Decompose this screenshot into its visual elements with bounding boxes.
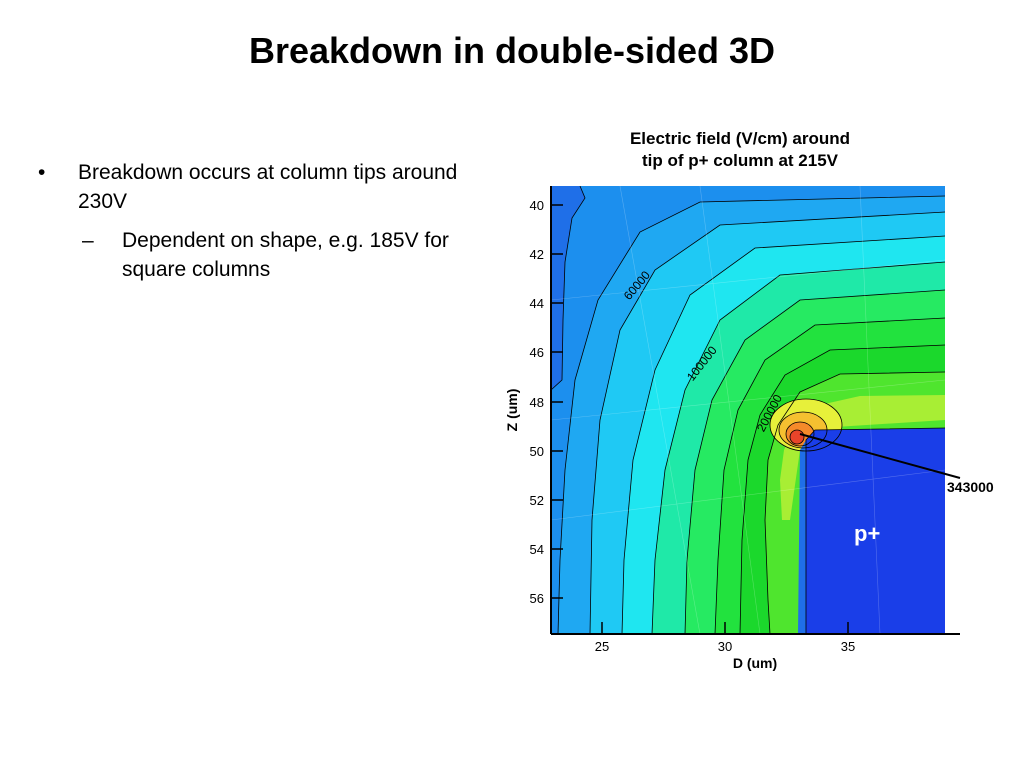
x-tick-label: 35 — [841, 639, 855, 654]
x-ticks — [601, 622, 849, 634]
figure-title: Electric field (V/cm) around tip of p+ c… — [580, 128, 900, 172]
axes — [550, 186, 960, 635]
bullet-marker: • — [38, 161, 46, 184]
p-plus-label: p+ — [854, 521, 880, 546]
y-tick-label: 54 — [530, 542, 544, 557]
y-tick-label: 40 — [530, 198, 544, 213]
p-plus-edge — [798, 440, 806, 634]
contour-line — [621, 235, 945, 634]
contour-line — [651, 261, 945, 634]
contour-line — [557, 195, 945, 634]
y-tick-label: 50 — [530, 444, 544, 459]
bullet-list: • Breakdown occurs at column tips around… — [38, 158, 488, 284]
sub-bullet-marker: – — [82, 229, 94, 252]
contour-line — [785, 421, 815, 447]
y-ticks — [551, 204, 563, 599]
contour-line — [714, 317, 945, 634]
contour-line — [789, 429, 805, 445]
bullet-text: Breakdown occurs at column tips around 2… — [78, 161, 458, 213]
p-plus-region — [806, 428, 945, 634]
figure-title-line1: Electric field (V/cm) around — [629, 129, 851, 148]
peak-value-label: 343000 — [947, 479, 994, 495]
x-tick-label: 25 — [595, 639, 609, 654]
peak-callout-line — [799, 433, 961, 479]
contour-line — [551, 186, 586, 391]
figure-title-line2: tip of p+ column at 215V — [641, 151, 838, 170]
mesh-lines — [551, 186, 945, 634]
contour-line — [739, 344, 945, 634]
y-tick-label: 52 — [530, 493, 544, 508]
y-tick-label: 44 — [530, 296, 544, 311]
y-tick-label: 48 — [530, 395, 544, 410]
sub-bullet-text: Dependent on shape, e.g. 185V for square… — [122, 229, 449, 281]
y-tick-label: 42 — [530, 247, 544, 262]
y-axis-label: Z (um) — [504, 389, 520, 432]
y-tick-label: 56 — [530, 591, 544, 606]
contour-line — [805, 427, 945, 634]
x-tick-labels: 25 30 35 — [595, 639, 855, 654]
bullet-item: • Breakdown occurs at column tips around… — [38, 158, 488, 216]
contour-lines — [551, 186, 945, 634]
contour-line — [589, 211, 945, 634]
contour-field — [551, 186, 945, 634]
field-band-lowest — [551, 186, 585, 390]
x-axis-label: D (um) — [733, 655, 777, 671]
slide-title: Breakdown in double-sided 3D — [248, 30, 776, 71]
x-tick-label: 30 — [718, 639, 732, 654]
mesh-line — [551, 186, 945, 634]
y-tick-label: 46 — [530, 345, 544, 360]
y-tick-labels: 40 42 44 46 48 50 52 54 56 — [530, 198, 544, 606]
contour-line — [764, 371, 945, 634]
sub-bullet-item: – Dependent on shape, e.g. 185V for squa… — [38, 226, 488, 284]
contour-line — [684, 289, 945, 634]
